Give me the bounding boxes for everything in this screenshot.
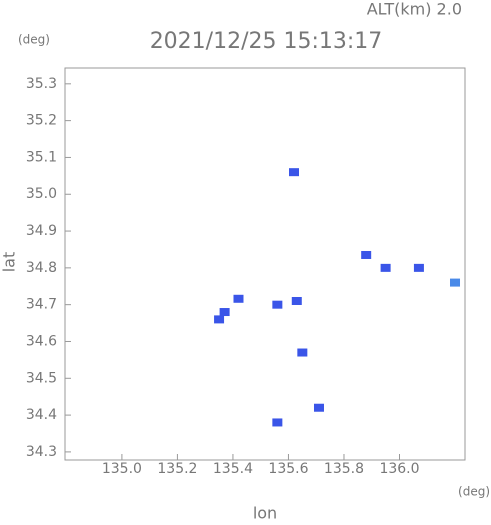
echo-cell [233, 294, 244, 303]
y-tick-label: 34.9 [26, 223, 57, 239]
y-tick-label: 35.2 [26, 113, 57, 129]
subtitle: ALT(km) 2.0 [367, 0, 462, 19]
x-tick-label: 135.8 [324, 461, 364, 477]
plot-frame [64, 67, 466, 461]
x-tick-label: 136.0 [379, 461, 419, 477]
y-tick-label: 35.0 [26, 186, 57, 202]
x-tick-label: 135.2 [157, 461, 197, 477]
echo-cell [450, 278, 461, 287]
y-tick-label: 34.7 [26, 297, 57, 313]
echo-cell [272, 418, 283, 427]
x-unit: (deg) [458, 485, 490, 499]
y-tick-label: 34.5 [26, 370, 57, 386]
echo-cell [297, 348, 308, 357]
echo-cell [272, 300, 283, 309]
x-axis-label: lon [253, 504, 277, 522]
y-tick-label: 35.3 [26, 76, 57, 92]
echo-cell [289, 168, 300, 177]
x-tick-label: 135.0 [102, 461, 142, 477]
y-tick-label: 35.1 [26, 149, 57, 165]
echo-cell [214, 315, 225, 324]
echo-cell [313, 403, 324, 412]
echo-cell [361, 250, 372, 259]
chart-title: 2021/12/25 15:13:17 [150, 29, 383, 54]
x-tick-label: 135.4 [213, 461, 253, 477]
x-tick-label: 135.6 [268, 461, 308, 477]
y-tick-label: 34.4 [26, 407, 57, 423]
echo-cell [413, 263, 424, 272]
echo-cell [380, 263, 391, 272]
echo-cell [219, 308, 230, 317]
y-tick-label: 34.8 [26, 260, 57, 276]
y-axis-label: lat [0, 252, 19, 273]
echo-cell [291, 296, 302, 305]
y-tick-label: 34.3 [26, 444, 57, 460]
y-tick-label: 34.6 [26, 333, 57, 349]
y-unit: (deg) [18, 33, 50, 47]
